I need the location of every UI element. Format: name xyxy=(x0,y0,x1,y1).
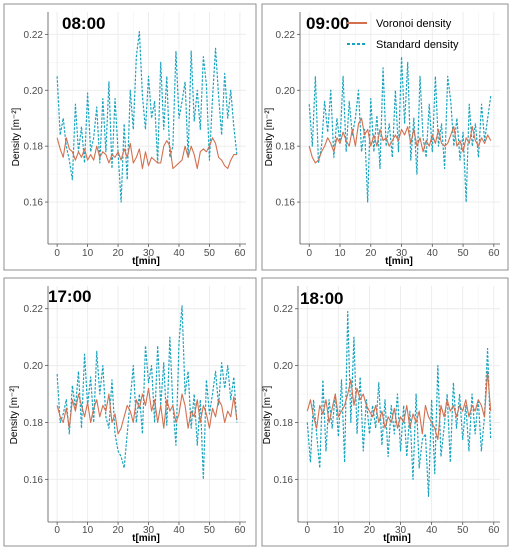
x-tick-label: 30 xyxy=(396,248,408,259)
x-tick-label: 10 xyxy=(333,525,345,536)
series-line-voronoi xyxy=(308,117,492,164)
x-axis-label: t[min] xyxy=(132,256,160,267)
series-line-standard xyxy=(56,30,238,203)
x-tick-label: 20 xyxy=(112,248,124,259)
y-tick-label: 0.18 xyxy=(274,418,294,429)
y-tick-label: 0.22 xyxy=(24,304,44,315)
y-tick-label: 0.22 xyxy=(276,30,296,41)
x-tick-label: 0 xyxy=(54,248,60,259)
x-tick-label: 40 xyxy=(426,525,438,536)
legend: Voronoi density Standard density xyxy=(347,18,459,51)
series-line-standard xyxy=(308,56,492,203)
y-tick-label: 0.20 xyxy=(24,86,44,97)
y-tick-label: 0.22 xyxy=(24,30,44,41)
x-tick-label: 50 xyxy=(204,248,216,259)
x-tick-label: 50 xyxy=(457,525,469,536)
panel-frame xyxy=(3,3,257,271)
series-line-standard xyxy=(56,305,238,480)
panel-frame xyxy=(261,3,509,271)
y-axis-label: Density [m⁻²] xyxy=(264,107,275,166)
x-tick-label: 40 xyxy=(173,248,185,259)
x-axis-label: t[min] xyxy=(132,533,160,544)
y-axis-label: Density [m⁻²] xyxy=(9,385,20,444)
x-tick-label: 0 xyxy=(54,525,60,536)
y-tick-label: 0.20 xyxy=(24,361,44,372)
x-tick-label: 20 xyxy=(112,525,124,536)
x-tick-label: 30 xyxy=(143,525,155,536)
panel-1800: 0 10 20 30 40 50 60 0.16 0.18 0.20 0.22 18:00 Dens… xyxy=(261,277,509,547)
x-tick-label: 50 xyxy=(458,248,470,259)
x-tick-label: 60 xyxy=(488,525,500,536)
y-tick-label: 0.18 xyxy=(24,418,44,429)
y-axis-label: Density [m⁻²] xyxy=(11,107,22,166)
panel-title: 17:00 xyxy=(48,287,91,306)
panel-title: 09:00 xyxy=(306,14,349,33)
y-tick-label: 0.18 xyxy=(24,142,44,153)
panel-title: 18:00 xyxy=(300,289,343,308)
y-tick-label: 0.16 xyxy=(274,475,294,486)
x-tick-label: 60 xyxy=(488,248,500,259)
x-tick-label: 30 xyxy=(143,248,155,259)
x-tick-label: 20 xyxy=(365,248,377,259)
y-tick-label: 0.16 xyxy=(24,475,44,486)
y-tick-label: 0.22 xyxy=(274,304,294,315)
x-tick-label: 10 xyxy=(334,248,346,259)
series-line-voronoi xyxy=(306,370,492,441)
x-tick-label: 0 xyxy=(306,248,312,259)
y-tick-label: 0.16 xyxy=(24,198,44,209)
x-tick-label: 60 xyxy=(234,248,246,259)
legend-label-standard: Standard density xyxy=(376,39,459,51)
x-tick-label: 10 xyxy=(82,525,94,536)
panel-0800: 0 10 20 30 40 50 60 0.16 0.18 0.20 0.22 08:00 Dens… xyxy=(3,3,257,271)
x-tick-label: 30 xyxy=(395,525,407,536)
x-tick-label: 10 xyxy=(82,248,94,259)
x-tick-label: 0 xyxy=(305,525,311,536)
y-tick-label: 0.20 xyxy=(276,86,296,97)
panel-title: 08:00 xyxy=(62,14,105,33)
y-tick-label: 0.18 xyxy=(276,142,296,153)
series-line-voronoi xyxy=(56,137,237,170)
series-line-voronoi xyxy=(56,387,238,435)
x-tick-label: 40 xyxy=(427,248,439,259)
x-tick-label: 50 xyxy=(204,525,216,536)
y-tick-label: 0.16 xyxy=(276,198,296,209)
y-tick-label: 0.20 xyxy=(274,361,294,372)
panel-1700: 0 10 20 30 40 50 60 0.16 0.18 0.20 0.22 17:00 Dens… xyxy=(3,277,257,547)
x-axis-label: t[min] xyxy=(383,533,411,544)
x-tick-label: 40 xyxy=(173,525,185,536)
x-tick-label: 20 xyxy=(364,525,376,536)
x-tick-label: 60 xyxy=(234,525,246,536)
legend-label-voronoi: Voronoi density xyxy=(376,18,452,30)
x-axis-label: t[min] xyxy=(385,256,413,267)
panel-0900: 0 10 20 30 40 50 60 0.16 0.18 0.20 0.22 09:00 Dens… xyxy=(261,3,509,271)
y-axis-label: Density [m⁻²] xyxy=(262,385,273,444)
